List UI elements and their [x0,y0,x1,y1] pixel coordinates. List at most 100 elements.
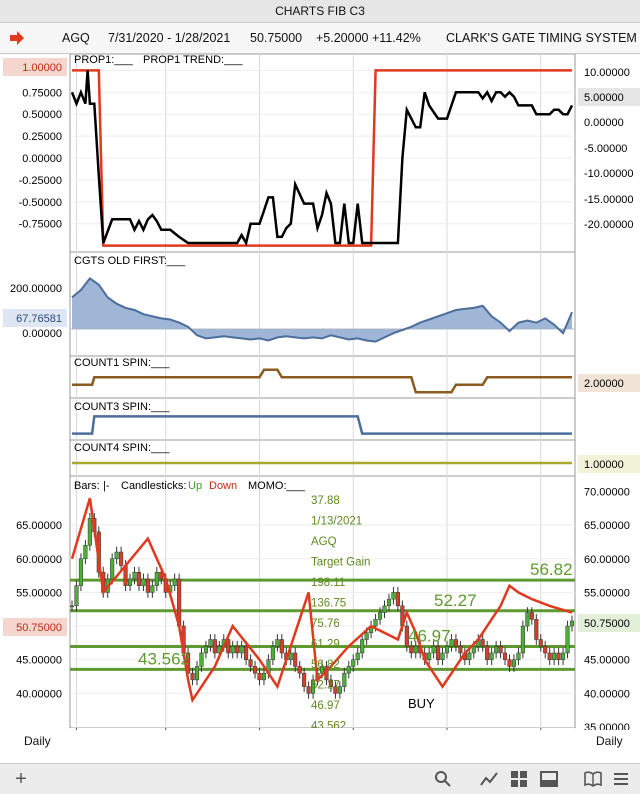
count1-panel: COUNT1 SPIN:___ 2.00000 [72,357,640,394]
annotation-line: 1/13/2021 [311,516,362,528]
count4-readout: 1.00000 [584,459,624,471]
count3-line [72,415,572,435]
legend-count3: COUNT3 SPIN:___ [74,401,170,413]
candle-down [404,625,409,647]
legend-count4: COUNT4 SPIN:___ [74,442,170,454]
price-right-tick: 45.00000 [584,655,630,667]
candle-up [511,659,517,667]
candle-down [136,571,142,586]
period-left[interactable]: Daily [24,734,51,748]
symbol-info-bar: AGQ 7/31/2020 - 1/28/2021 50.75000 +5.20… [0,23,640,54]
period-right[interactable]: Daily [596,734,623,748]
prop1-left-readout-box [3,58,67,76]
price-right-tick: 70.00000 [584,486,630,498]
price-right-tick: 60.00000 [584,554,630,566]
annotation-line: 198.11 [311,577,345,589]
candle-down [248,659,253,667]
legend-up: Up [188,480,202,492]
candle-up [230,645,235,654]
x-axis: AugSepOctNovDecJan2021 [70,728,575,730]
prop1-left-tick: -0.50000 [19,197,62,209]
buy-label: BUY [408,696,435,711]
candle-up [114,551,119,560]
annotation-line: 46.97 [311,700,340,712]
candle-down [502,652,508,660]
candle-up [444,645,450,654]
chart-area[interactable]: PROP1:___ PROP1 TREND:___ 1.00000 0.75000… [0,54,640,730]
panel-icon[interactable] [540,770,558,788]
candle-up [74,585,79,607]
month-label: Jan [544,729,562,730]
legend-cgts: CGTS OLD FIRST:___ [74,255,186,267]
month-label: Sep [169,729,189,730]
candle-up [565,625,570,654]
candle-up [342,672,347,687]
candle-up [346,666,351,674]
level-label: 52.27 [434,591,477,610]
count1-line [72,368,572,394]
candle-down [507,659,512,667]
candle-up [386,598,392,607]
prop1-right-tick: -10.00000 [584,168,634,180]
candle-up [199,652,204,667]
candle-down [529,612,534,620]
prop1-right-tick: -15.00000 [584,194,634,206]
candle-up [132,571,137,580]
cgts-panel: CGTS OLD FIRST:___ 200.00000 0.00000 67.… [3,255,573,343]
candle-up [110,558,115,580]
price-left-readout-box [3,618,67,636]
candle-down [436,645,441,660]
candle-up [351,659,356,667]
candle-up [261,672,267,681]
price-right-tick: 65.00000 [584,520,630,532]
month-label: Aug [79,729,99,730]
candle-up [467,652,472,660]
prop1-right-readout: 5.00000 [584,92,624,104]
candle-down [409,645,414,654]
price-right-readout-box [578,614,640,632]
price-right-tick: 55.00000 [584,587,630,599]
search-icon[interactable] [434,770,452,788]
cgts-tick-200: 200.00000 [10,283,62,295]
candle-down [453,639,458,647]
candle-up [449,639,454,647]
line-chart-icon[interactable] [480,770,498,788]
count1-readout-box [578,374,640,392]
prop1-right-tick: -5.00000 [584,143,627,155]
candle-down [235,645,240,654]
prop1-left-tick: 0.75000 [22,87,62,99]
arrow-right-icon[interactable] [8,29,26,47]
symbol-label[interactable]: AGQ [62,31,90,45]
candle-up [561,652,566,660]
candle-up [319,666,325,674]
price-left-tick: 45.00000 [16,655,62,667]
candle-up [69,605,75,608]
candle-down [458,645,463,654]
candle-down [556,652,561,660]
window-title: CHARTS FIB C3 [0,0,640,23]
price-right-readout: 50.75000 [584,618,630,630]
prop1-panel: PROP1:___ PROP1 TREND:___ 1.00000 0.75000… [3,54,640,247]
count3-panel: COUNT3 SPIN:___ [72,401,572,435]
cgts-area [72,278,572,342]
candle-up [78,558,83,586]
price-right-tick: 35.00000 [584,722,630,730]
book-icon[interactable] [584,770,602,788]
menu-icon[interactable] [612,770,630,788]
candle-up [373,619,378,627]
candle-up [391,592,396,600]
candle-up [440,652,445,660]
grid-icon[interactable] [510,770,528,788]
add-icon[interactable]: + [15,768,27,790]
prop1-right-tick: 0.00000 [584,117,624,129]
candle-up [311,679,316,694]
cgts-line [71,277,573,343]
candle-up [382,605,387,613]
month-label: Oct [263,729,280,730]
count4-readout-box [578,455,640,473]
prop1-left-readout: 1.00000 [22,62,62,74]
candle-up [275,639,280,647]
candle-down [538,639,543,647]
cgts-tick-0: 0.00000 [22,328,62,340]
month-label: Nov [356,729,376,730]
